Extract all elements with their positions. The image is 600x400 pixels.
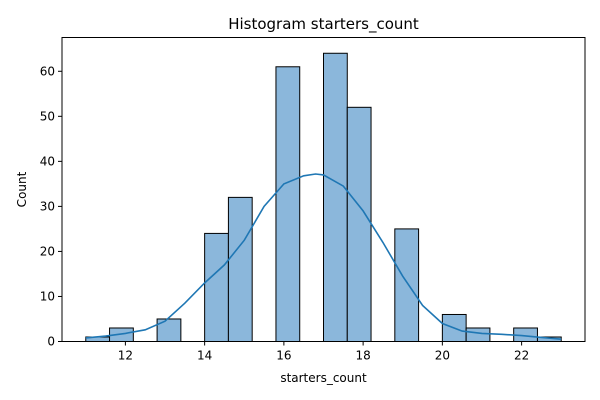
x-tick-label: 22 [514,349,529,363]
x-tick-label: 18 [355,349,370,363]
bar-5 [204,232,229,343]
y-tick-label: 40 [40,154,55,168]
x-tick-label: 20 [435,349,450,363]
kde-curve [85,173,562,340]
chart-title: Histogram starters_count [228,15,419,34]
x-axis-ticks: 12 14 16 18 20 22 [118,341,529,363]
plot-frame [61,37,586,342]
bar-6 [227,196,253,342]
bar-11 [346,106,372,343]
x-tick-label: 12 [118,349,133,363]
bar-8 [275,66,301,342]
y-tick-label: 60 [40,64,55,78]
bar-16 [465,327,491,343]
bar-13 [394,228,420,342]
y-axis-label: Count [15,171,29,207]
y-tick-label: 10 [40,289,55,303]
y-tick-label: 20 [40,244,55,258]
y-axis-ticks: 0 10 20 30 40 50 60 [40,64,62,349]
x-tick-label: 16 [276,349,291,363]
y-tick-label: 0 [47,335,55,349]
x-axis-label: starters_count [280,371,367,385]
y-tick-label: 50 [40,109,55,123]
bar-10 [323,52,348,342]
histogram-bars [85,52,562,343]
y-tick-label: 30 [40,199,55,213]
x-tick-label: 14 [197,349,212,363]
